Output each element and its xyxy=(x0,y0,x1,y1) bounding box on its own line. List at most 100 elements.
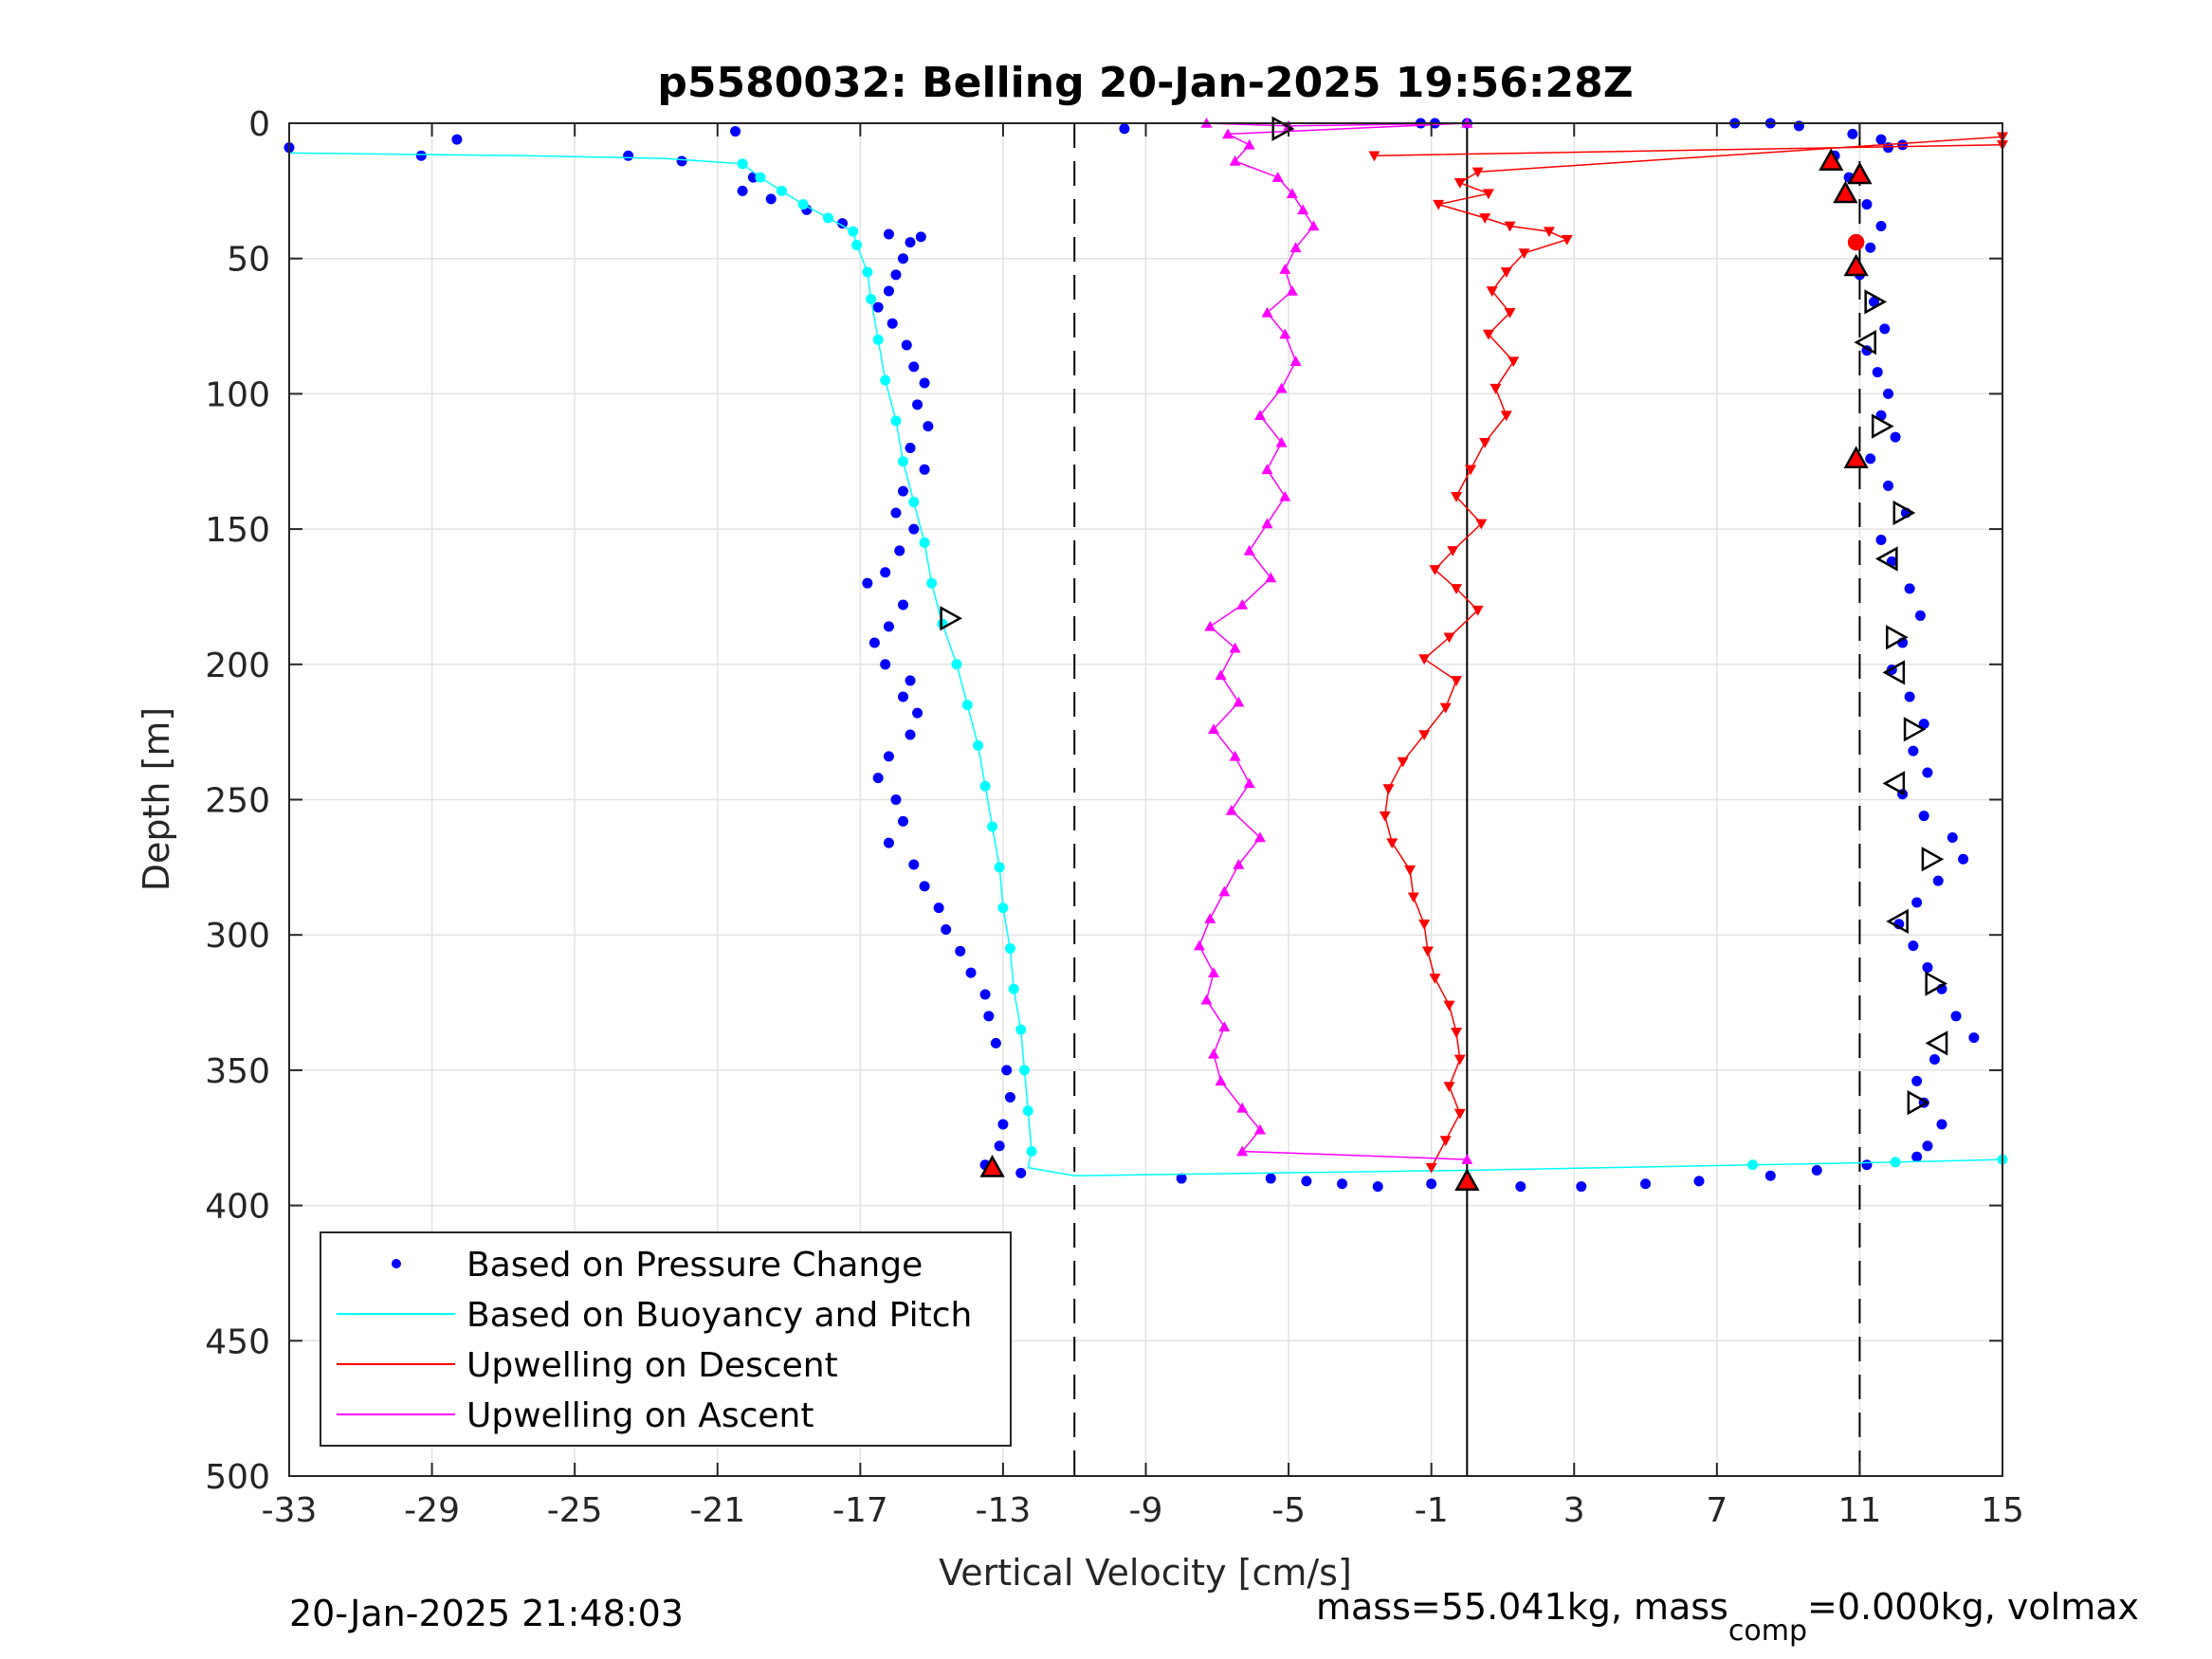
pressure-point xyxy=(1875,134,1887,145)
y-tick-label: 450 xyxy=(205,1322,270,1361)
x-tick-label: -1 xyxy=(1415,1491,1449,1530)
upwelling-point xyxy=(1229,642,1241,653)
buoyancy-point xyxy=(1008,983,1019,994)
pressure-point xyxy=(1908,940,1919,952)
upwelling-point xyxy=(1482,189,1494,200)
upwelling-point xyxy=(1193,939,1205,951)
pressure-point xyxy=(880,567,891,578)
upwelling-point xyxy=(1472,167,1484,178)
upwelling-point xyxy=(1208,1048,1220,1059)
pressure-point xyxy=(898,815,909,827)
pressure-point xyxy=(1337,1178,1348,1190)
pressure-point xyxy=(1872,367,1883,378)
event-marker-triangle-right xyxy=(1921,847,1945,872)
upwelling-point xyxy=(1243,777,1255,789)
upwelling-point xyxy=(1439,702,1452,714)
upwelling-point xyxy=(1236,1145,1249,1157)
buoyancy-point xyxy=(797,199,809,210)
upwelling-point xyxy=(1218,885,1231,897)
legend-label-buoyancy: Based on Buoyancy and Pitch xyxy=(466,1296,972,1335)
upwelling-point xyxy=(1504,221,1516,232)
pressure-point xyxy=(1897,139,1909,151)
pressure-point xyxy=(908,361,920,373)
event-marker-triangle-up xyxy=(1819,148,1844,172)
pressure-point xyxy=(1968,1032,1980,1044)
pressure-point xyxy=(451,134,463,145)
pressure-point xyxy=(1693,1176,1705,1187)
pressure-point xyxy=(883,228,894,240)
event-marker-triangle-up xyxy=(1843,253,1869,277)
y-tick-label: 50 xyxy=(227,241,270,280)
buoyancy-point xyxy=(777,185,788,196)
upwelling-point xyxy=(1236,599,1249,610)
upwelling-point xyxy=(1379,811,1391,822)
buoyancy-point xyxy=(880,374,891,386)
buoyancy-point xyxy=(973,739,984,751)
pressure-point xyxy=(979,989,991,1000)
buoyancy-point xyxy=(908,497,920,508)
upwelling-point xyxy=(1418,919,1431,930)
buoyancy-point xyxy=(862,266,873,278)
y-tick-label: 500 xyxy=(205,1458,270,1497)
pressure-point xyxy=(1922,767,1933,778)
upwelling-point xyxy=(1425,1162,1437,1174)
upwelling-point xyxy=(1382,784,1395,795)
upwelling-point xyxy=(1518,248,1530,259)
upwelling-point xyxy=(1307,220,1320,231)
pressure-point xyxy=(901,339,912,351)
upwelling-point xyxy=(1271,172,1284,182)
pressure-point xyxy=(1372,1181,1383,1193)
pressure-point xyxy=(898,253,909,264)
pressure-point xyxy=(908,859,920,870)
upwelling-point xyxy=(1418,654,1431,665)
pressure-point xyxy=(890,794,902,805)
pressure-point xyxy=(883,837,894,848)
upwelling-point xyxy=(1279,264,1291,274)
pressure-point xyxy=(1868,296,1879,307)
upwelling-point xyxy=(1286,188,1298,199)
series-1 xyxy=(288,152,2008,1176)
upwelling-point xyxy=(1508,356,1520,368)
pressure-point xyxy=(908,523,920,535)
pressure-point xyxy=(1001,1065,1013,1076)
upwelling-point xyxy=(1429,974,1441,984)
x-tick-label: 11 xyxy=(1838,1491,1882,1530)
upwelling-point xyxy=(1397,757,1409,768)
event-marker-triangle-right xyxy=(1925,971,1948,996)
pressure-point xyxy=(898,691,909,702)
y-tick-label: 250 xyxy=(205,782,270,821)
pressure-point xyxy=(905,237,916,248)
pressure-point xyxy=(1865,242,1876,253)
pressure-point xyxy=(915,231,926,243)
upwelling-point xyxy=(1218,1021,1231,1032)
upwelling-point xyxy=(1443,1082,1455,1093)
pressure-point xyxy=(905,729,916,740)
upwelling-point xyxy=(1275,436,1288,447)
pressure-point xyxy=(941,923,952,935)
x-tick-label: -33 xyxy=(262,1491,318,1530)
y-tick-label: 150 xyxy=(205,511,270,550)
upwelling-point xyxy=(1453,177,1466,189)
upwelling-point xyxy=(1265,572,1277,583)
y-tick-label: 300 xyxy=(205,917,270,956)
upwelling-point xyxy=(1236,1102,1249,1113)
pressure-point xyxy=(1904,583,1915,594)
pressure-point xyxy=(1301,1176,1312,1187)
upwelling-point xyxy=(1453,1054,1466,1066)
pressure-point xyxy=(1265,1173,1276,1184)
upwelling-point xyxy=(1453,1108,1466,1120)
pressure-point xyxy=(997,1119,1009,1130)
pressure-point xyxy=(1875,220,1887,231)
upwelling-point xyxy=(1479,213,1491,224)
pressure-point xyxy=(883,285,894,297)
upwelling-point xyxy=(1225,804,1237,815)
upwelling-point xyxy=(1253,831,1266,843)
upwelling-point xyxy=(1465,465,1477,476)
pressure-point xyxy=(1908,745,1919,757)
pressure-point xyxy=(883,621,894,632)
event-marker-triangle-left xyxy=(1925,1030,1948,1056)
pressure-point xyxy=(880,659,891,670)
upwelling-point xyxy=(1289,242,1302,253)
pressure-point xyxy=(894,545,905,556)
